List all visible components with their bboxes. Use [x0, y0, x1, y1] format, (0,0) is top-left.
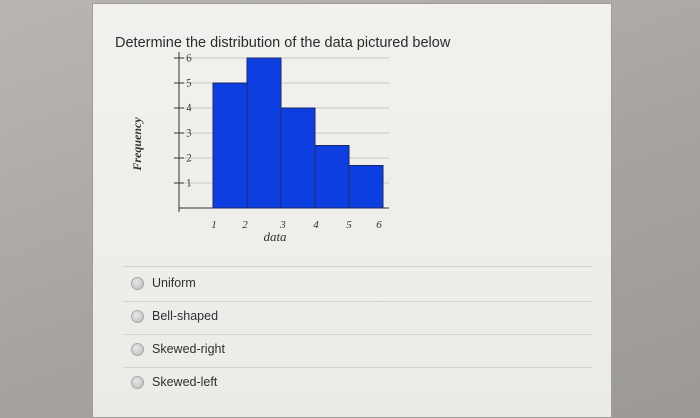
- radio-uniform[interactable]: [131, 276, 144, 290]
- y-tick-label: 1: [185, 177, 193, 190]
- x-tick-label: 6: [376, 219, 382, 231]
- y-axis-label: Frequency: [130, 117, 144, 172]
- x-tick-label: 5: [346, 219, 352, 231]
- y-tick-label: 2: [185, 152, 193, 165]
- x-tick-label: 1: [211, 219, 217, 231]
- option-skewed-left[interactable]: Skewed-left: [131, 375, 217, 389]
- x-tick-label: 3: [279, 219, 286, 231]
- radio-skewed-right[interactable]: [131, 342, 144, 356]
- y-tick-label: 5: [185, 77, 193, 90]
- separator: [123, 301, 593, 302]
- histogram-bar: [280, 107, 316, 209]
- separator: [123, 266, 593, 267]
- histogram-bar: [348, 165, 384, 209]
- separator: [123, 367, 593, 368]
- option-label-uniform: Uniform: [152, 276, 196, 290]
- option-uniform[interactable]: Uniform: [131, 276, 196, 290]
- x-tick-label: 4: [313, 219, 319, 231]
- radio-bell-shaped[interactable]: [131, 309, 144, 323]
- x-axis-label: data: [263, 229, 287, 244]
- question-text: Determine the distribution of the data p…: [115, 35, 451, 51]
- option-label-skewed-right: Skewed-right: [152, 342, 225, 356]
- radio-skewed-left[interactable]: [131, 375, 144, 389]
- y-tick-label: 4: [185, 102, 193, 115]
- option-label-bell-shaped: Bell-shaped: [152, 309, 219, 323]
- y-tick-label: 6: [185, 52, 193, 65]
- histogram-bar: [212, 82, 248, 209]
- x-tick-label: 2: [242, 219, 248, 231]
- option-label-skewed-left: Skewed-left: [152, 375, 218, 389]
- question-card: Determine the distribution of the data p…: [92, 3, 612, 418]
- histogram-chart: 1 2 3 4 5 6 1 2 3 4 5 6 data Frequency: [130, 52, 389, 244]
- histogram-bar: [314, 145, 350, 209]
- option-bell-shaped[interactable]: Bell-shaped: [131, 309, 218, 323]
- separator: [123, 334, 593, 335]
- y-tick-label: 3: [184, 127, 193, 140]
- histogram-bar: [246, 57, 282, 209]
- option-skewed-right[interactable]: Skewed-right: [131, 342, 225, 356]
